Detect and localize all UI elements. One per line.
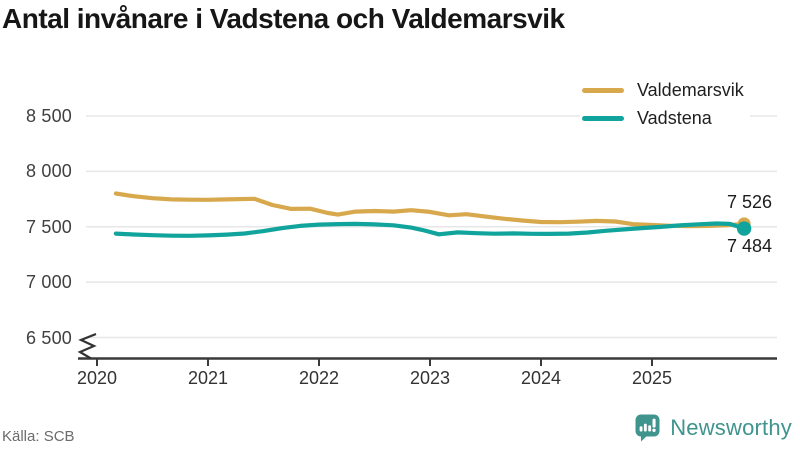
legend-item-vadstena: Vadstena [580,105,750,132]
y-tick-label: 7 500 [25,216,72,237]
end-dots [736,217,752,236]
y-tick-label: 6 500 [25,327,72,348]
x-tick-label: 2021 [187,368,229,388]
x-tick-label: 2024 [520,368,562,388]
newsworthy-branding: Newsworthy [635,414,792,442]
source-note: Källa: SCB [2,428,75,445]
legend-label: Vadstena [637,108,712,128]
x-tick-label: 2022 [298,368,340,388]
newsworthy-logo-icon [635,414,660,442]
end-dot-vadstena [736,221,752,236]
series-line-vadstena [113,221,747,238]
series-lines [113,191,747,238]
x-tick-label: 2020 [76,368,118,388]
end-value-vadstena: 7 484 [726,236,772,256]
x-tick-label: 2023 [409,368,451,388]
x-axis [78,357,777,366]
axis-break-squiggle [77,332,97,360]
y-tick-label: 8 000 [25,161,72,182]
legend: Valdemarsvik Vadstena [580,77,750,132]
y-tick-label: 8 500 [25,106,72,126]
chart-title: Antal invånare i Vadstena och Valdemarsv… [2,3,565,34]
y-tick-label: 7 000 [25,272,72,293]
valdemarsvik-line-swatch [582,88,624,93]
x-tick-label: 2025 [631,368,673,388]
legend-label: Valdemarsvik [637,80,744,100]
vadstena-line-swatch [582,116,624,121]
brand-name: Newsworthy [670,415,792,440]
end-value-valdemarsvik: 7 526 [726,192,772,212]
legend-item-valdemarsvik: Valdemarsvik [580,77,750,104]
series-line-valdemarsvik [113,191,747,229]
